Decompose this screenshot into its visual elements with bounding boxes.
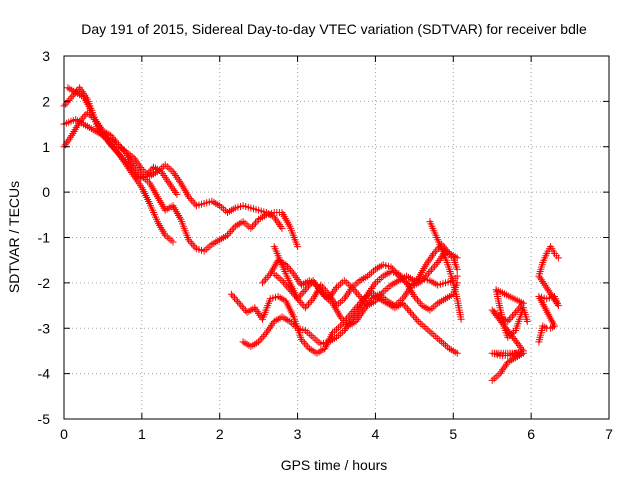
y-tick-label: -4	[38, 366, 51, 382]
x-tick-label: 5	[449, 426, 457, 442]
data-points	[60, 84, 562, 384]
y-tick-label: 0	[42, 184, 50, 200]
x-tick-label: 3	[294, 426, 302, 442]
x-tick-label: 0	[60, 426, 68, 442]
plus-markers	[488, 286, 531, 384]
x-tick-label: 7	[605, 426, 613, 442]
series-arc-k	[488, 286, 531, 384]
y-tick-label: -2	[38, 275, 51, 291]
series-arc-g	[270, 243, 461, 312]
x-tick-label: 4	[372, 426, 380, 442]
y-tick-label: 1	[42, 139, 50, 155]
x-axis-label: GPS time / hours	[281, 457, 388, 473]
x-tick-label: 6	[527, 426, 535, 442]
x-tick-label: 1	[138, 426, 146, 442]
series-arc-i	[259, 240, 461, 330]
y-axis-label: SDTVAR / TECUs	[6, 181, 22, 293]
y-tick-label: -5	[38, 411, 51, 427]
plus-markers	[426, 218, 465, 323]
x-tick-label: 2	[216, 426, 224, 442]
series-arc-j	[426, 218, 465, 323]
chart-title: Day 191 of 2015, Sidereal Day-to-day VTE…	[81, 21, 587, 37]
plus-markers	[259, 240, 461, 330]
y-tick-label: 2	[42, 93, 50, 109]
y-tick-label: -1	[38, 230, 51, 246]
series-arc-l	[535, 243, 562, 346]
series-arc-d	[64, 84, 181, 198]
y-tick-label: -3	[38, 320, 51, 336]
plus-markers	[64, 84, 181, 198]
axis-ticks: 0 1 2 3 4 5 6 7 -5 -4 -3 -2 -1 0 1 2 3	[38, 48, 614, 442]
plus-markers	[535, 243, 562, 346]
plus-markers	[270, 243, 461, 312]
y-tick-label: 3	[42, 48, 50, 64]
